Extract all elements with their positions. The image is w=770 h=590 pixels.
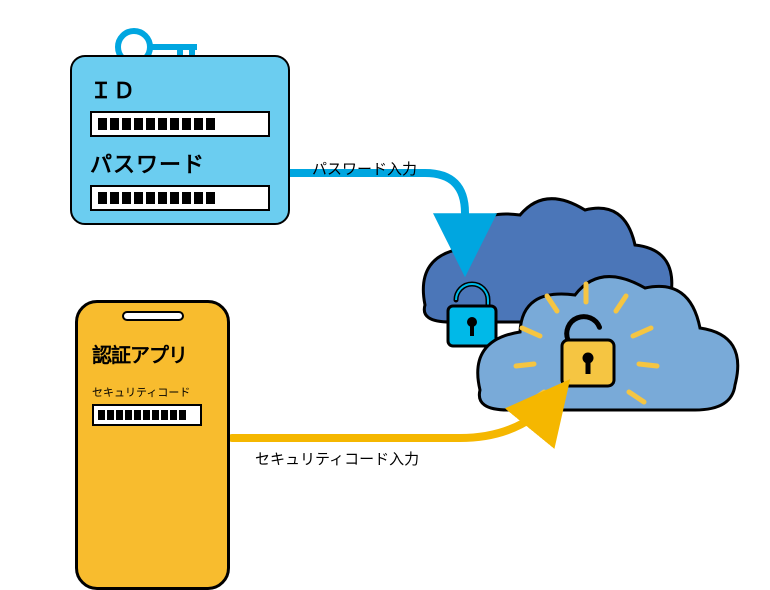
code-flow-label: セキュリティコード入力 — [255, 448, 419, 469]
id-field — [90, 111, 270, 137]
phone: 認証アプリ セキュリティコード — [75, 300, 230, 590]
password-arrow — [290, 173, 465, 258]
password-masked-value — [98, 192, 262, 204]
phone-app-title: 認証アプリ — [92, 339, 213, 368]
security-code-field — [92, 404, 202, 426]
security-code-masked-value — [98, 409, 196, 421]
password-flow-label: パスワード入力 — [312, 158, 417, 179]
password-field — [90, 185, 270, 211]
password-label: パスワード — [90, 147, 270, 179]
id-label: ＩＤ — [90, 73, 270, 105]
login-card: ＩＤ パスワード — [70, 55, 290, 225]
phone-notch — [122, 311, 184, 321]
id-masked-value — [98, 118, 262, 130]
security-code-label: セキュリティコード — [92, 384, 213, 400]
